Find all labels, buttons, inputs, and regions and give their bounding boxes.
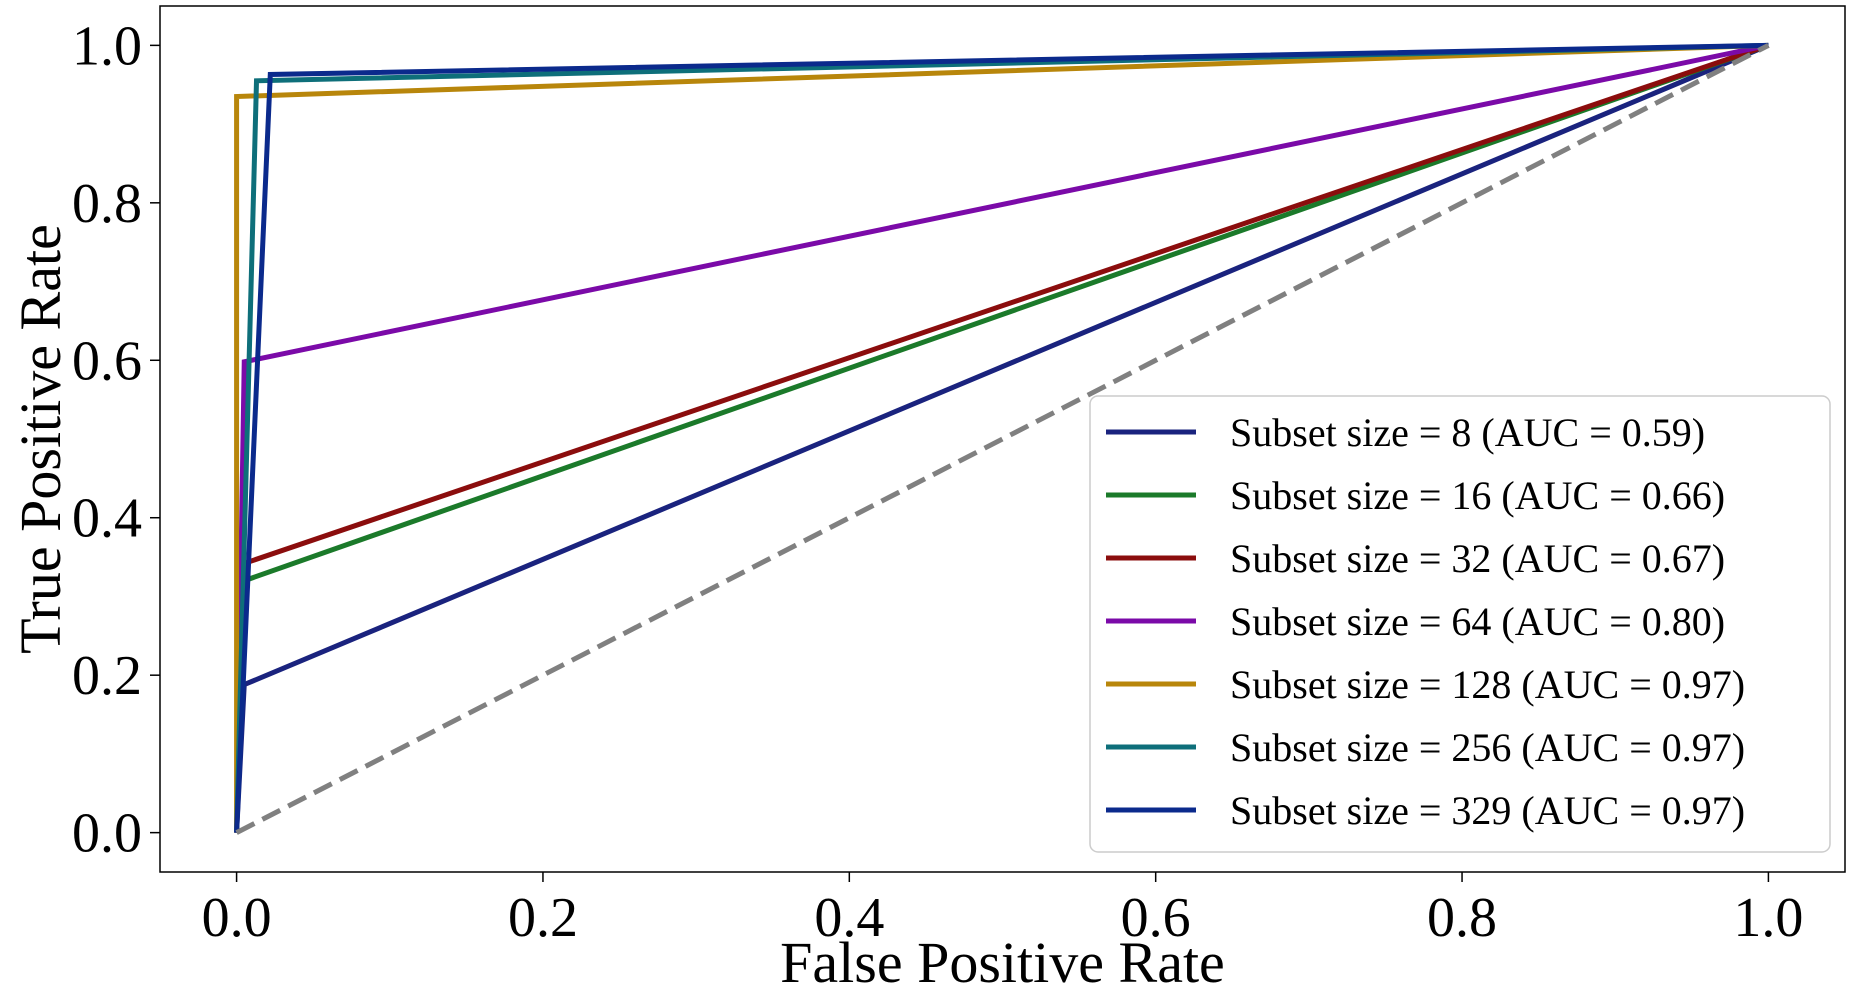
series-line-4 <box>234 42 1769 833</box>
series-layer <box>234 42 1770 835</box>
x-tick-label: 0.4 <box>814 887 884 949</box>
y-tick-label: 0.2 <box>72 645 142 707</box>
reference-diagonal-line <box>235 43 1770 835</box>
x-axis-label: False Positive Rate <box>780 930 1225 986</box>
y-tick-label: 0.6 <box>72 330 142 392</box>
x-tick-label: 0.6 <box>1121 887 1191 949</box>
legend-box <box>1089 395 1831 853</box>
legend-entry-label: Subset size = 256 (AUC = 0.97) <box>1230 725 1745 770</box>
legend-entry-label: Subset size = 128 (AUC = 0.97) <box>1230 662 1745 707</box>
plot-frame <box>159 5 1846 873</box>
legend-entry-label: Subset size = 329 (AUC = 0.97) <box>1230 788 1745 833</box>
legend-entry-label: Subset size = 64 (AUC = 0.80) <box>1230 599 1725 644</box>
series-line-6 <box>234 42 1769 833</box>
legend-entry-label: Subset size = 8 (AUC = 0.59) <box>1230 410 1705 455</box>
legend: Subset size = 8 (AUC = 0.59) Subset size … <box>1089 395 1831 853</box>
y-tick-label: 0.0 <box>72 803 142 865</box>
x-tick-label: 1.0 <box>1733 887 1803 949</box>
y-tick-label: 0.4 <box>72 488 142 550</box>
y-tick-label: 0.8 <box>72 173 142 235</box>
ticks-layer: 0.0 0.2 0.4 0.6 0.8 1.0 0.0 0.2 0.4 0.6 0.8 1.0 <box>72 15 1803 949</box>
legend-entry-label: Subset size = 16 (AUC = 0.66) <box>1230 473 1725 518</box>
x-tick-label: 0.0 <box>202 887 272 949</box>
y-axis-label: True Positive Rate <box>8 224 73 654</box>
y-tick-label: 1.0 <box>72 15 142 77</box>
x-tick-label: 0.8 <box>1427 887 1497 949</box>
legend-entry-label: Subset size = 32 (AUC = 0.67) <box>1230 536 1725 581</box>
x-tick-label: 0.2 <box>508 887 578 949</box>
